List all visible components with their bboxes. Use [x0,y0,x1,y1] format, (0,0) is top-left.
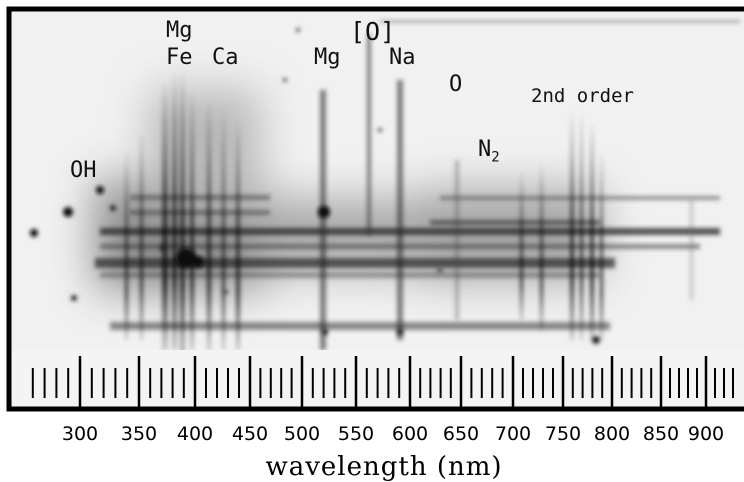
tick-label-800: 800 [593,423,631,445]
tick-label-850: 850 [642,423,680,445]
tick-label-600: 600 [391,423,429,445]
label-fe: Fe [166,45,193,70]
tick-label-900: 900 [687,423,725,445]
label-mg-top: Mg [166,18,193,43]
label-oi-bracket: [O] [350,17,396,46]
tick-label-700: 700 [494,423,532,445]
label-n2-sub: 2 [491,149,500,166]
vertical-lines [125,35,693,360]
tick-label-350: 350 [120,423,158,445]
label-n2: N2 [478,137,500,166]
tick-label-550: 550 [337,423,375,445]
tick-label-400: 400 [176,423,214,445]
label-o: O [449,72,463,97]
axis-title: wavelength (nm) [265,452,503,482]
tick-label-750: 750 [544,423,582,445]
label-ca: Ca [212,45,239,70]
label-n2-base: N [478,137,492,162]
tick-label-500: 500 [283,423,321,445]
tick-label-300: 300 [61,423,99,445]
tick-label-650: 650 [442,423,480,445]
spectrum-image [6,6,744,412]
label-mg-mid: Mg [314,45,341,70]
tick-label-450: 450 [231,423,269,445]
label-second-order: 2nd order [531,85,634,107]
label-na: Na [389,45,416,70]
image-frame [6,6,744,412]
ruler-ticks [31,356,734,408]
label-oh: OH [70,158,97,183]
